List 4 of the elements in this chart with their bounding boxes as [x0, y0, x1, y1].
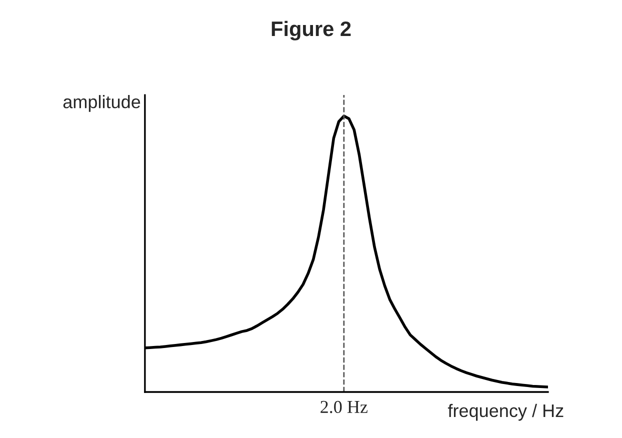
text: 2.0 Hz	[320, 400, 368, 414]
x-axis-title: frequency / Hz	[448, 404, 564, 421]
chart-title: Figure 2	[272, 20, 351, 40]
y-axis-title: amplitude	[63, 95, 140, 112]
